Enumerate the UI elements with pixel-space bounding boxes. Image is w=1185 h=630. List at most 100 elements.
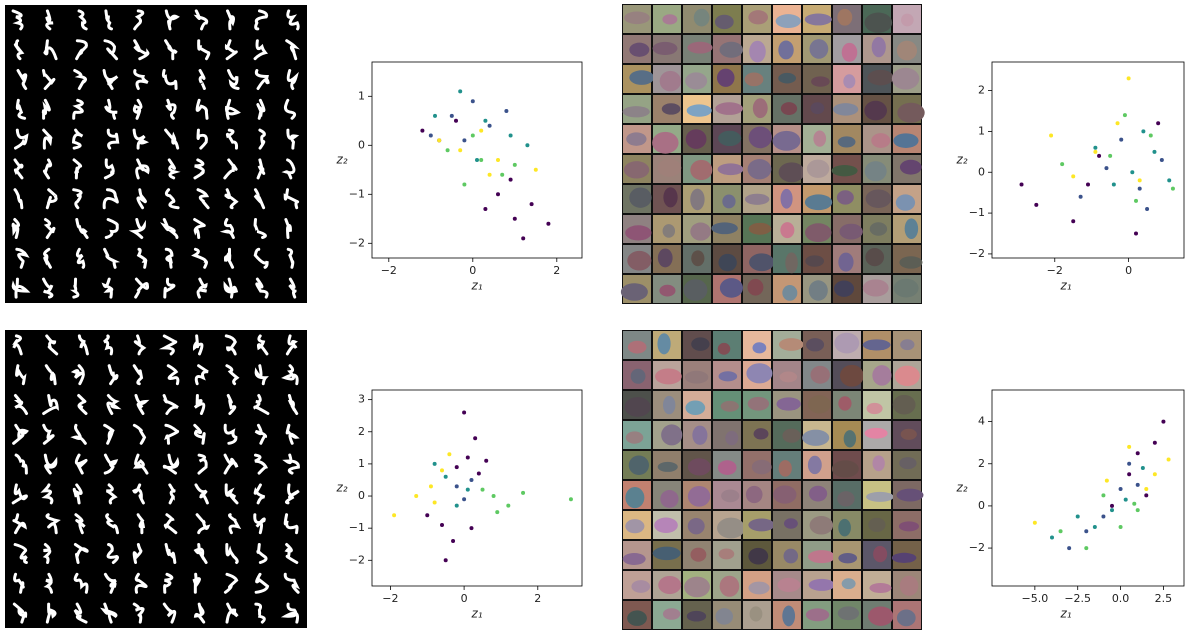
x-tick-label: 2	[534, 592, 541, 605]
y-tick-label: 1	[978, 124, 985, 137]
axes-frame	[992, 390, 1184, 586]
image-object	[893, 395, 916, 415]
point	[454, 119, 458, 123]
image-object	[749, 223, 772, 235]
point	[471, 134, 475, 138]
point	[1134, 199, 1138, 203]
image-object	[691, 337, 709, 351]
point	[440, 523, 444, 527]
point	[504, 109, 508, 113]
point	[1167, 178, 1171, 182]
image-object	[899, 256, 922, 268]
image-object	[627, 251, 651, 271]
image-object	[687, 104, 712, 116]
point	[462, 410, 466, 414]
image-object	[748, 397, 769, 411]
image-object	[864, 101, 887, 121]
image-object	[745, 194, 769, 205]
point	[1076, 514, 1080, 518]
point	[546, 222, 550, 226]
y-tick-label: −2	[349, 236, 365, 249]
point	[420, 129, 424, 133]
image-object	[715, 102, 743, 115]
image-object	[717, 518, 745, 539]
image-object	[865, 13, 893, 33]
image-object	[685, 400, 705, 415]
image-object	[810, 39, 829, 59]
scatter-plot: −202−2−10123z₁z₂	[335, 390, 582, 621]
point	[483, 119, 487, 123]
point	[1141, 129, 1145, 133]
image-object	[749, 253, 774, 271]
y-tick-label: 1	[358, 89, 365, 102]
x-tick-label: 0.0	[1112, 592, 1130, 605]
image-object	[748, 279, 764, 296]
point	[496, 158, 500, 162]
point	[1134, 232, 1138, 236]
image-object	[629, 70, 654, 85]
image-object	[838, 519, 851, 537]
point	[513, 163, 517, 167]
image-object	[805, 223, 831, 242]
y-axis-label: z₂	[335, 153, 347, 167]
image-object	[776, 397, 800, 410]
point	[1156, 121, 1160, 125]
point	[1049, 134, 1053, 138]
image-object	[745, 73, 764, 87]
image-object	[718, 254, 736, 271]
point	[1093, 525, 1097, 529]
image-object	[655, 368, 682, 384]
image-object	[871, 133, 890, 148]
x-tick-label: 0	[1125, 264, 1132, 277]
x-tick-label: −2.5	[1064, 592, 1091, 605]
image-object	[688, 458, 711, 475]
image-object	[867, 70, 893, 86]
image-object	[711, 222, 737, 234]
point	[1105, 479, 1109, 483]
point	[475, 158, 479, 162]
scatter-plot: −20−2−1012z₁z₂	[955, 62, 1184, 293]
image-object	[872, 365, 891, 386]
point	[477, 472, 481, 476]
point	[521, 236, 525, 240]
point	[471, 99, 475, 103]
image-object	[867, 403, 883, 414]
image-object	[837, 9, 852, 26]
point	[466, 488, 470, 492]
image-object	[685, 371, 708, 384]
image-object	[715, 15, 734, 29]
image-object	[893, 133, 918, 148]
point	[530, 202, 534, 206]
point	[440, 468, 444, 472]
point	[1110, 508, 1114, 512]
point	[488, 173, 492, 177]
image-object	[623, 106, 650, 117]
image-object	[624, 397, 650, 417]
y-tick-label: 0	[978, 165, 985, 178]
point	[433, 114, 437, 118]
point	[1060, 162, 1064, 166]
point	[534, 168, 538, 172]
image-object	[780, 372, 798, 383]
image-object	[687, 42, 712, 54]
point	[444, 558, 448, 562]
x-axis-label: z₁	[470, 279, 482, 293]
image-object	[897, 610, 916, 627]
image-object	[778, 41, 793, 60]
point	[1149, 134, 1153, 138]
image-object	[688, 518, 705, 534]
image-object	[718, 343, 731, 355]
point	[1093, 146, 1097, 150]
image-object	[631, 369, 646, 384]
point	[458, 148, 462, 152]
x-tick-label: −2	[1047, 264, 1063, 277]
point	[492, 494, 496, 498]
x-tick-label: −2	[382, 592, 398, 605]
point	[1020, 183, 1024, 187]
image-object	[663, 224, 675, 238]
image-object	[810, 366, 829, 384]
image-object	[872, 455, 884, 471]
image-object	[688, 486, 710, 507]
image-object	[870, 222, 887, 236]
image-object	[900, 160, 922, 175]
